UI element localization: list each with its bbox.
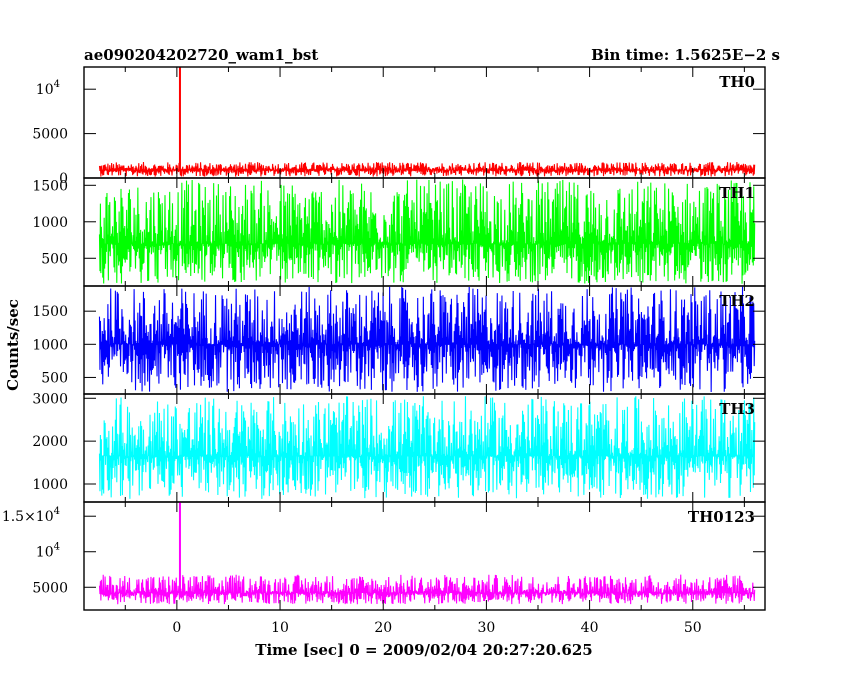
- x-tick-label: 30: [477, 620, 495, 636]
- y-tick-label: 1.5×104: [2, 506, 60, 525]
- panel-label: TH1: [719, 184, 755, 202]
- series-th0123: [98, 574, 756, 605]
- y-tick-exponent: 4: [54, 79, 60, 90]
- chart-panels: TH005000104TH150010001500TH250010001500T…: [2, 66, 766, 611]
- y-axis-label: Counts/sec: [4, 299, 22, 391]
- y-tick-label: 1500: [32, 178, 68, 194]
- series-th0: [98, 161, 756, 177]
- panel-th1: TH1 500 1000 1500: [32, 177, 766, 287]
- panel-label: TH0: [719, 73, 755, 91]
- panel-th0: TH0 0 5000 104: [32, 66, 766, 187]
- y-tick-label: 1000: [32, 337, 68, 353]
- panel-frame: [83, 66, 766, 179]
- panel-label: TH2: [719, 292, 755, 310]
- chart-title: ae090204202720_wam1_bst: [84, 46, 318, 64]
- y-tick-label: 3000: [32, 391, 68, 407]
- y-tick-label: 5000: [32, 580, 68, 596]
- y-tick-label: 104: [36, 542, 60, 561]
- panel-th0123: TH0123 5000 104 1.5×104: [2, 501, 766, 611]
- y-tick-label: 1500: [32, 304, 68, 320]
- panel-th3: TH3 1000 2000 3000: [32, 391, 766, 503]
- panel-th2: TH2 500 1000 1500: [32, 285, 766, 395]
- panel-label: TH0123: [688, 508, 755, 526]
- y-tick-label: 500: [41, 251, 68, 267]
- y-tick-label: 1000: [32, 215, 68, 231]
- series-th1: [98, 179, 756, 284]
- x-tick-label: 20: [374, 620, 392, 636]
- panel-label: TH3: [719, 400, 755, 418]
- y-tick-label: 5000: [32, 127, 68, 143]
- y-tick-exponent: 4: [54, 506, 60, 517]
- y-tick-label: 104: [36, 79, 60, 98]
- y-tick-label: 1000: [32, 477, 68, 493]
- panel-frame: [83, 501, 766, 611]
- x-axis-label: Time [sec] 0 = 2009/02/04 20:27:20.625: [255, 641, 592, 659]
- x-tick-label: 0: [172, 620, 181, 636]
- x-tick-label: 40: [581, 620, 599, 636]
- x-axis-ticks: 0 10 20 30 40 50: [172, 620, 701, 636]
- x-tick-label: 50: [684, 620, 702, 636]
- y-tick-label: 2000: [32, 434, 68, 450]
- series-th2: [98, 286, 756, 392]
- x-tick-label: 10: [271, 620, 289, 636]
- y-tick-label: 500: [41, 370, 68, 386]
- series-th3: [98, 396, 756, 499]
- y-tick-exponent: 4: [54, 542, 60, 553]
- y-tick-label: 0: [59, 171, 68, 187]
- bin-time-label: Bin time: 1.5625E−2 s: [591, 46, 780, 64]
